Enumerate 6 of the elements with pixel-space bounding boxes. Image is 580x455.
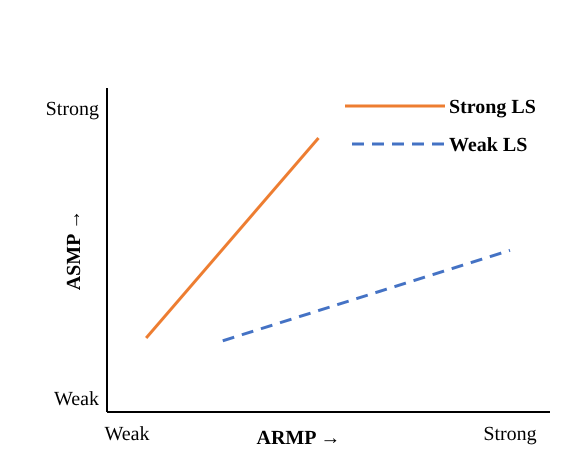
legend-label: Weak LS [449, 134, 528, 156]
text: Strong [46, 98, 99, 120]
x-axis-title: ARMP → [256, 427, 340, 449]
legend-label: Strong LS [449, 96, 536, 118]
text: Weak [54, 388, 99, 410]
y-axis-title: ASMP → [63, 210, 85, 290]
